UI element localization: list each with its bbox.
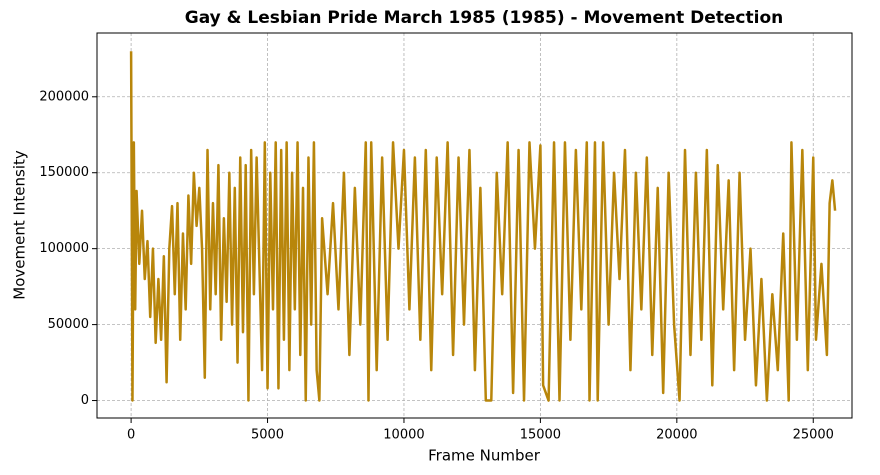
x-axis-label: Frame Number — [428, 447, 541, 465]
x-tick-label: 20000 — [656, 428, 697, 443]
y-tick-label: 50000 — [48, 317, 89, 332]
y-axis-label: Movement Intensity — [11, 150, 29, 300]
y-tick-label: 0 — [81, 393, 89, 408]
y-tick-label: 200000 — [39, 89, 89, 104]
chart-title: Gay & Lesbian Pride March 1985 (1985) - … — [185, 8, 783, 28]
x-tick-label: 10000 — [383, 428, 424, 443]
x-tick-label: 15000 — [520, 428, 561, 443]
y-tick-label: 150000 — [39, 165, 89, 180]
x-tick-label: 5000 — [251, 428, 284, 443]
y-tick-label: 100000 — [39, 241, 89, 256]
x-tick-label: 0 — [127, 428, 135, 443]
axes-frame — [96, 32, 853, 419]
x-tick-label: 25000 — [793, 428, 834, 443]
data-line — [129, 51, 837, 402]
